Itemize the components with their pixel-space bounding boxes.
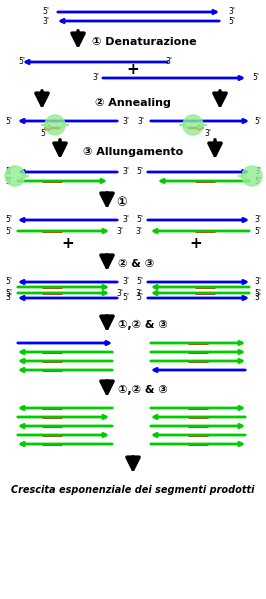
- Text: +: +: [190, 237, 202, 252]
- Text: 3': 3': [228, 8, 235, 17]
- Text: 5': 5': [136, 277, 143, 286]
- Text: 5': 5': [5, 289, 12, 298]
- Text: 5': 5': [254, 177, 261, 186]
- Text: 5': 5': [136, 216, 143, 225]
- Circle shape: [5, 166, 25, 186]
- Text: ② & ③: ② & ③: [118, 259, 154, 269]
- Text: 5': 5': [5, 226, 12, 235]
- Text: 5': 5': [254, 226, 261, 235]
- Text: ② Annealing: ② Annealing: [95, 98, 171, 108]
- Text: 3': 3': [122, 168, 129, 177]
- Text: 5': 5': [18, 58, 25, 66]
- Text: 5': 5': [254, 289, 261, 298]
- Circle shape: [45, 115, 65, 135]
- Text: +: +: [62, 237, 74, 252]
- Text: Crescita esponenziale dei segmenti prodotti: Crescita esponenziale dei segmenti prodo…: [11, 485, 255, 495]
- Text: 3': 3': [135, 289, 142, 298]
- Text: 3': 3': [116, 289, 123, 298]
- Text: 5': 5': [40, 129, 48, 138]
- Text: 5': 5': [254, 116, 261, 126]
- Text: 3': 3': [254, 168, 261, 177]
- Text: ① Denaturazione: ① Denaturazione: [92, 37, 197, 47]
- Text: 5': 5': [5, 168, 12, 177]
- Text: 5': 5': [136, 294, 143, 302]
- Text: 5': 5': [5, 116, 12, 126]
- Text: ①,② & ③: ①,② & ③: [118, 320, 168, 330]
- Text: 3': 3': [254, 277, 261, 286]
- Text: +: +: [127, 62, 139, 77]
- Text: 5': 5': [228, 17, 235, 26]
- Text: 3': 3': [116, 226, 123, 235]
- Text: 5': 5': [136, 168, 143, 177]
- Text: 3': 3': [92, 74, 99, 83]
- Text: 5': 5': [122, 294, 129, 302]
- Text: ①,② & ③: ①,② & ③: [118, 385, 168, 395]
- Text: 3': 3': [135, 226, 142, 235]
- Text: 3': 3': [254, 216, 261, 225]
- Text: 3': 3': [122, 116, 129, 126]
- Text: 3': 3': [5, 294, 12, 302]
- Circle shape: [183, 115, 203, 135]
- Text: 3': 3': [42, 17, 49, 26]
- Text: ③ Allungamento: ③ Allungamento: [83, 147, 183, 157]
- Text: 5': 5': [5, 177, 12, 186]
- Text: 3': 3': [122, 216, 129, 225]
- Text: 3': 3': [254, 294, 261, 302]
- Text: 3': 3': [205, 129, 211, 138]
- Text: ①: ①: [116, 196, 127, 210]
- Text: 5': 5': [252, 74, 259, 83]
- Text: 5': 5': [42, 8, 49, 17]
- Text: 3': 3': [137, 116, 144, 126]
- Text: 3': 3': [122, 277, 129, 286]
- Text: 5': 5': [5, 216, 12, 225]
- Text: 5': 5': [5, 277, 12, 286]
- Text: 3': 3': [165, 58, 172, 66]
- Circle shape: [242, 166, 262, 186]
